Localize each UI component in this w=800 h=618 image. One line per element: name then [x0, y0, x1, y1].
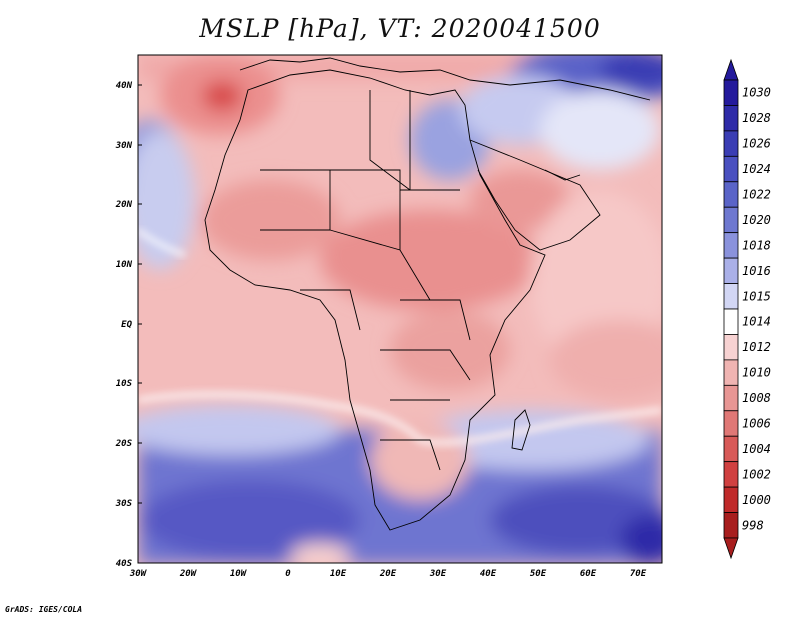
colorbar-label: 1022	[742, 188, 771, 202]
colorbar-swatch	[723, 206, 739, 234]
map-title: MSLP [hPa], VT: 2020041500	[199, 14, 601, 43]
colorbar-label: 1008	[742, 391, 771, 405]
colorbar-label: 998	[742, 518, 764, 532]
lat-label: 40N	[116, 81, 133, 91]
plot-frame	[137, 54, 663, 564]
lat-axis: 40N 30N 20N 10N EQ 10S 20S 30S 40S	[115, 81, 142, 569]
lon-label: 10W	[230, 569, 248, 579]
lat-label: 10S	[116, 379, 133, 389]
colorbar-swatch	[723, 79, 739, 106]
colorbar-swatch	[723, 308, 739, 335]
colorbar-label: 1030	[742, 86, 771, 100]
colorbar-swatch	[723, 435, 739, 463]
lat-label: 30N	[115, 141, 133, 151]
colorbar-swatch	[723, 283, 739, 310]
lat-label: EQ	[121, 320, 132, 330]
colorbar-swatch	[723, 257, 739, 284]
lon-label: 40E	[480, 569, 497, 579]
colorbar-swatch	[723, 512, 739, 539]
colorbar-label: 1024	[742, 162, 771, 176]
colorbar-swatch	[723, 232, 739, 259]
colorbar: 1030 1028 1026 1024 1022 1020 1018 1016 1015 1014…	[723, 58, 771, 560]
colorbar-swatch	[723, 359, 739, 386]
colorbar-arrow-bottom	[723, 537, 739, 560]
colorbar-label: 1000	[742, 493, 771, 507]
lon-label: 60E	[580, 569, 597, 579]
colorbar-swatch	[723, 181, 739, 208]
pressure-field	[138, 55, 662, 563]
coastlines	[204, 57, 651, 531]
lon-label: 20E	[379, 569, 397, 579]
lon-label: 30W	[129, 569, 148, 579]
colorbar-swatch	[723, 130, 739, 157]
lon-axis: 30W 20W 10W 0 10E 20E 30E 40E 50E 60E 70…	[129, 569, 647, 579]
lat-label: 20N	[115, 200, 133, 210]
lon-label: 70E	[630, 569, 647, 579]
colorbar-label: 1002	[742, 467, 771, 481]
colorbar-label: 1004	[742, 442, 771, 456]
lon-label: 10E	[330, 569, 347, 579]
colorbar-label: 1018	[742, 238, 771, 252]
lon-label: 0	[285, 569, 291, 579]
colorbar-swatch	[723, 334, 739, 361]
lat-label: 30S	[115, 499, 133, 509]
colorbar-swatch	[723, 410, 739, 437]
colorbar-label: 1015	[742, 289, 771, 303]
colorbar-swatch	[723, 384, 739, 412]
colorbar-swatch	[723, 461, 739, 488]
colorbar-label: 1026	[742, 137, 771, 151]
colorbar-label: 1006	[742, 417, 771, 431]
colorbar-label: 1020	[742, 213, 771, 227]
colorbar-swatch	[723, 486, 739, 513]
lat-label: 40S	[116, 559, 133, 569]
lat-label: 10N	[116, 260, 133, 270]
colorbar-label: 1012	[742, 340, 771, 354]
colorbar-label: 1014	[742, 315, 771, 329]
colorbar-label: 1010	[742, 366, 771, 380]
lon-label: 30E	[429, 569, 447, 579]
lat-label: 20S	[115, 439, 133, 449]
colorbar-swatch	[723, 155, 739, 183]
lon-label: 50E	[530, 569, 547, 579]
colorbar-label: 1016	[742, 264, 771, 278]
colorbar-arrow-top	[723, 58, 739, 81]
lon-label: 20W	[179, 569, 198, 579]
colorbar-swatch	[723, 105, 739, 132]
credit-text: GrADS: IGES/COLA	[5, 605, 83, 614]
colorbar-label: 1028	[742, 111, 771, 125]
